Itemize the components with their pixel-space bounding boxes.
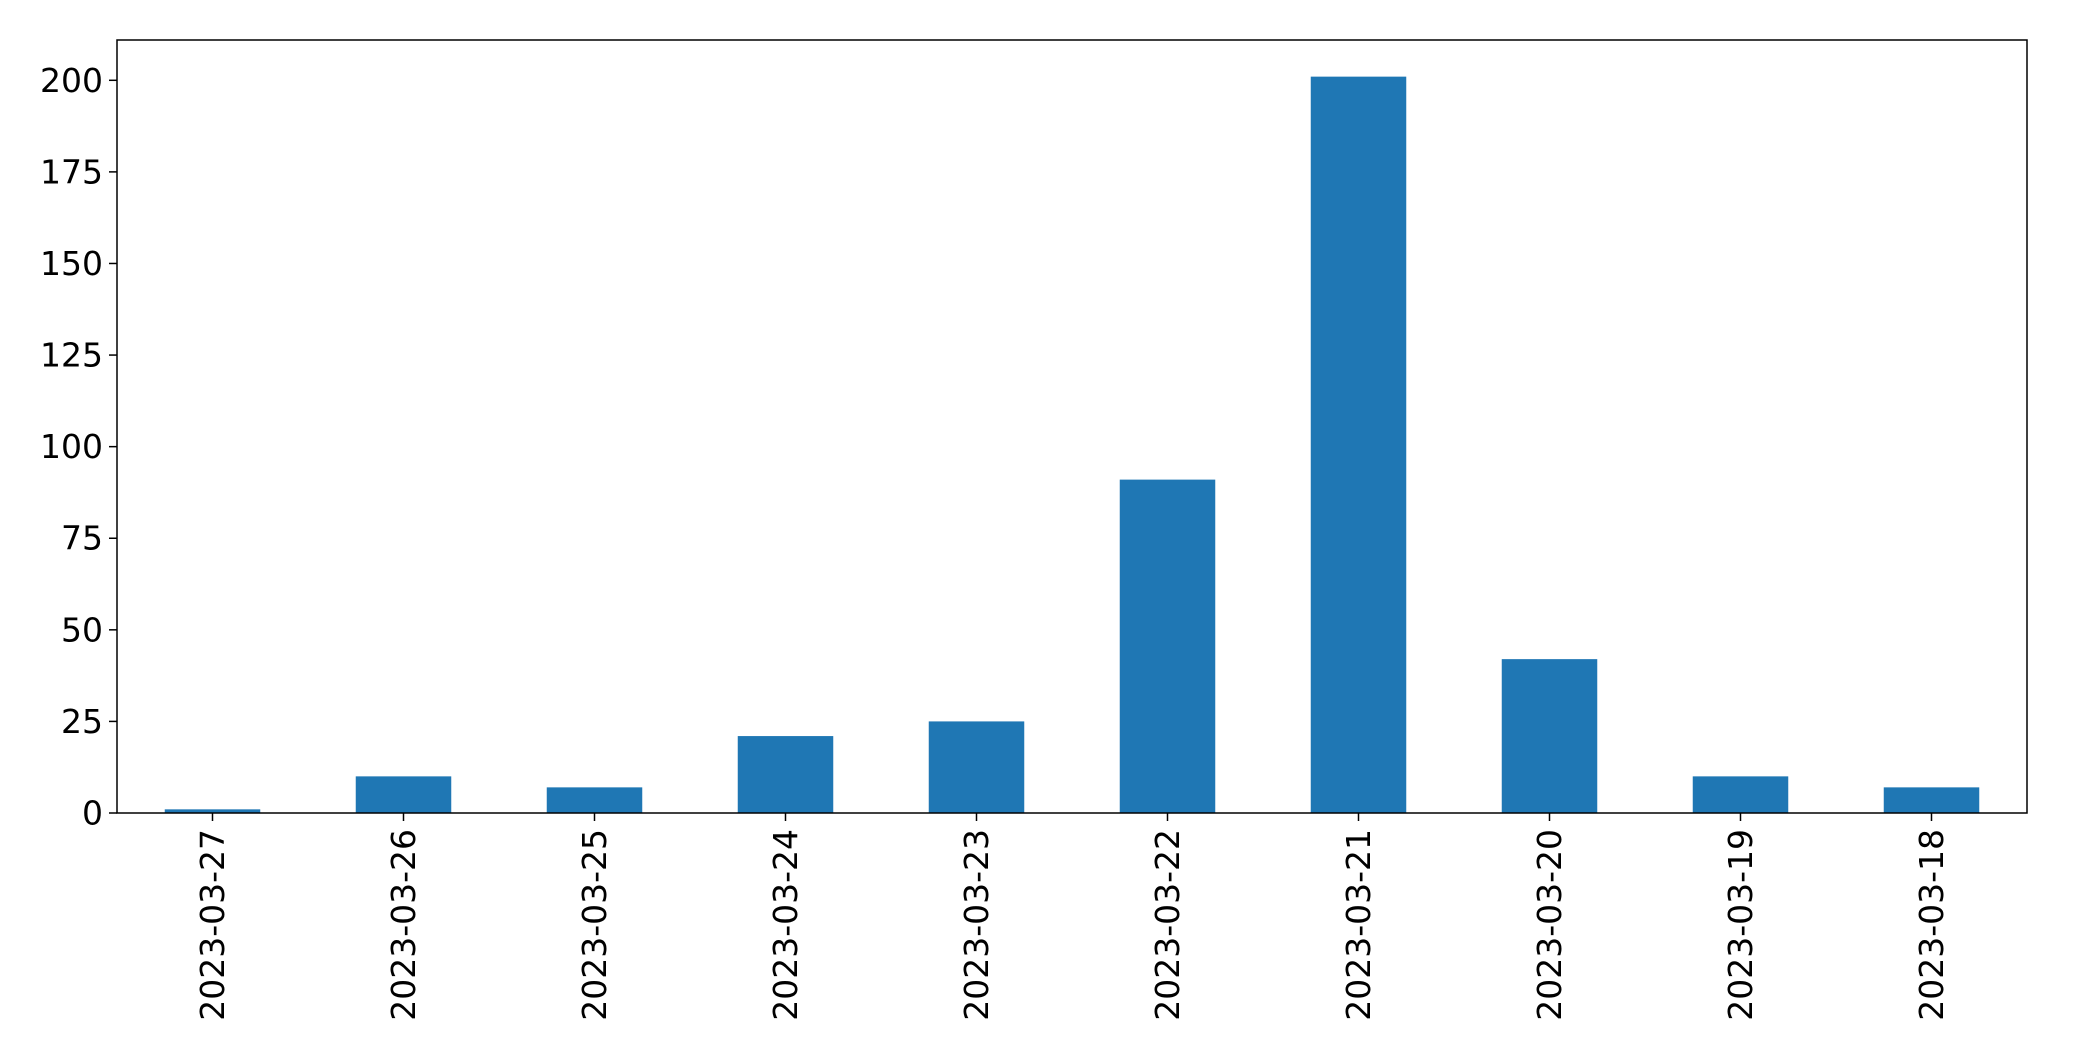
x-tick-label: 2023-03-22 [1148,829,1187,1021]
y-axis: 0 25 50 75 100 125 150 175 200 [40,61,117,833]
x-tick-label: 2023-03-20 [1530,829,1569,1021]
y-tick-label: 25 [61,702,103,741]
bar-2023-03-18 [1883,787,1980,813]
x-tick-label: 2023-03-25 [575,829,614,1021]
bars-group [164,76,1980,813]
bar-2023-03-26 [355,776,452,813]
x-tick-label: 2023-03-26 [384,829,423,1021]
bar-2023-03-23 [928,721,1025,813]
x-tick-label: 2023-03-27 [193,829,232,1021]
bar-2023-03-19 [1692,776,1789,813]
y-tick-label: 200 [40,61,103,100]
x-tick-label: 2023-03-19 [1721,829,1760,1021]
x-tick-label: 2023-03-21 [1339,829,1378,1021]
bar-2023-03-22 [1119,479,1216,813]
y-tick-label: 125 [40,336,103,375]
bar-2023-03-27 [164,809,261,813]
y-tick-label: 175 [40,152,103,191]
bar-2023-03-24 [737,736,834,813]
y-tick-label: 75 [61,519,103,558]
y-tick-label: 0 [82,794,103,833]
y-tick-label: 50 [61,610,103,649]
bar-2023-03-21 [1310,76,1407,813]
x-tick-label: 2023-03-23 [957,829,996,1021]
bar-2023-03-25 [546,787,643,813]
x-axis: 2023-03-27 2023-03-26 2023-03-25 2023-03-24… [193,813,1951,1021]
y-tick-label: 100 [40,427,103,466]
axes-frame [116,39,2028,814]
x-tick-label: 2023-03-18 [1912,829,1951,1021]
bar-2023-03-20 [1501,659,1598,813]
x-tick-label: 2023-03-24 [766,829,805,1021]
y-tick-label: 150 [40,244,103,283]
